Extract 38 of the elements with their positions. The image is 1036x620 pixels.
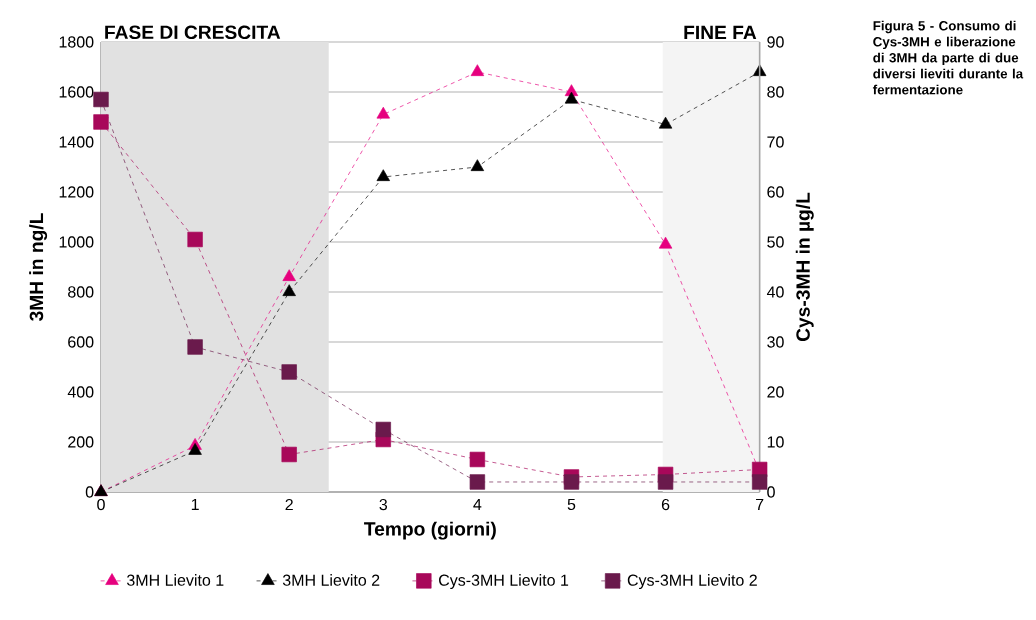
band-label: FINE FA	[684, 25, 757, 40]
x-tick-label: 3	[379, 498, 388, 511]
y2-tick-label: 90	[767, 36, 784, 48]
y2-axis-title: Cys-3MH in µg/L	[795, 192, 814, 342]
y-tick-label: 600	[68, 336, 94, 348]
y-tick-label: 1400	[59, 136, 94, 148]
y2-tick-label: 70	[767, 136, 784, 148]
x-tick-label: 0	[97, 498, 105, 511]
y-tick-label: 200	[68, 436, 94, 448]
x-tick-label: 7	[756, 498, 764, 510]
y2-tick-label: 80	[767, 86, 784, 98]
y2-tick-label: 60	[767, 186, 784, 198]
legend-label: 3MH Lievito 2	[282, 574, 380, 586]
y2-tick-label: 20	[767, 386, 784, 398]
y2-tick-label: 30	[767, 336, 784, 348]
legend-label: Cys-3MH Lievito 2	[627, 574, 757, 589]
y-tick-label: 1600	[59, 86, 94, 98]
y-axis-title: 3MH in ng/L	[29, 213, 48, 321]
y-tick-label: 800	[68, 286, 94, 298]
y-tick-label: 1000	[59, 236, 94, 248]
y2-tick-label: 40	[766, 286, 784, 298]
x-tick-label: 4	[473, 498, 482, 510]
x-tick-label: 6	[661, 498, 670, 511]
band-label: FASE DI CRESCITA	[105, 25, 281, 40]
y2-tick-label: 50	[767, 236, 784, 248]
legend-label: 3MH Lievito 1	[126, 574, 224, 586]
y-tick-label: 1200	[59, 186, 94, 198]
y-tick-label: 1800	[59, 36, 94, 48]
x-tick-label: 5	[567, 498, 576, 511]
legend-label: Cys-3MH Lievito 1	[439, 574, 569, 589]
x-tick-label: 1	[191, 498, 199, 510]
y2-tick-label: 10	[767, 436, 784, 448]
y2-tick-label: 0	[767, 486, 775, 498]
text: Figura 5 - Consumo di Cys-3MH e liberazione di 3MH da parte di due diversi lieviti durante la fermentazione	[872, 20, 1024, 95]
y-tick-label: 0	[85, 486, 94, 498]
y-tick-label: 400	[67, 386, 94, 398]
x-tick-label: 2	[285, 498, 293, 511]
x-axis-title: Tempo (giorni)	[364, 521, 496, 540]
